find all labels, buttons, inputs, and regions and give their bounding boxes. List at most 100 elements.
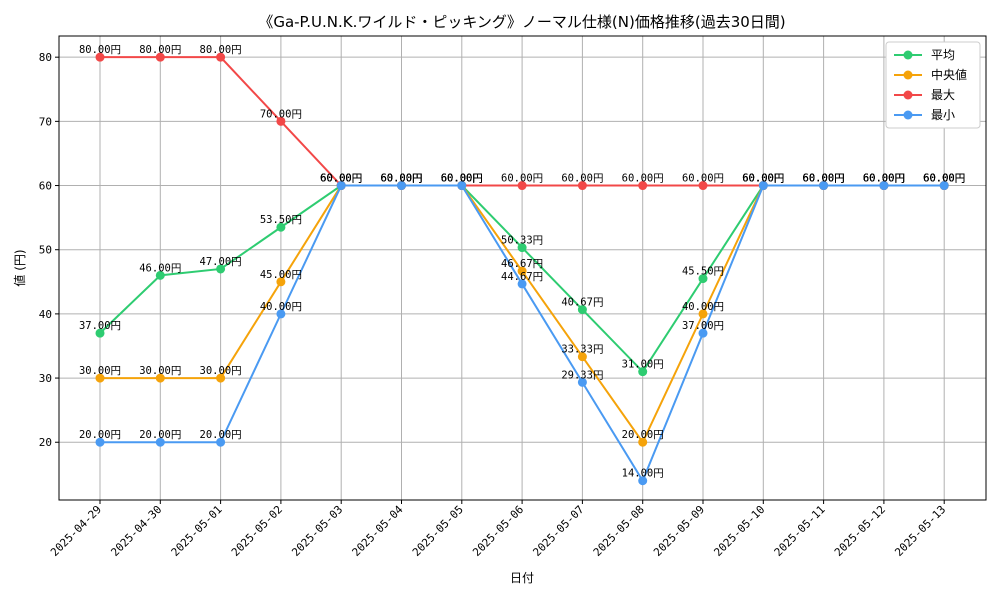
data-label: 20.00円 <box>200 429 242 441</box>
data-label: 60.00円 <box>923 173 965 185</box>
data-label: 60.00円 <box>863 173 905 185</box>
y-tick-label: 20 <box>39 436 52 449</box>
data-point <box>155 52 165 62</box>
data-label: 37.00円 <box>79 320 121 332</box>
data-point <box>457 181 467 191</box>
data-label: 60.00円 <box>380 173 422 185</box>
data-label: 60.00円 <box>803 173 845 185</box>
data-label: 60.00円 <box>923 173 965 185</box>
data-label: 60.00円 <box>320 173 362 185</box>
data-label: 60.00円 <box>561 173 603 185</box>
data-label: 60.00円 <box>441 173 483 185</box>
data-label: 60.00円 <box>380 173 422 185</box>
data-label: 60.00円 <box>380 173 422 185</box>
y-tick-label: 80 <box>39 51 52 64</box>
data-point <box>276 116 286 126</box>
data-label: 70.00円 <box>260 108 302 120</box>
legend-marker <box>903 70 913 80</box>
data-point <box>758 181 768 191</box>
data-label: 40.67円 <box>561 297 603 309</box>
data-label: 80.00円 <box>139 44 181 56</box>
data-point <box>517 181 527 191</box>
data-label: 60.00円 <box>441 173 483 185</box>
data-label: 60.00円 <box>803 173 845 185</box>
data-label: 40.00円 <box>682 301 724 313</box>
data-label: 60.00円 <box>863 173 905 185</box>
data-point <box>939 181 949 191</box>
y-tick-label: 40 <box>39 308 52 321</box>
data-label: 46.67円 <box>501 258 543 270</box>
data-point <box>638 476 648 486</box>
data-point <box>698 274 708 284</box>
data-label: 30.00円 <box>139 365 181 377</box>
data-label: 30.00円 <box>79 365 121 377</box>
series-layer <box>95 52 949 486</box>
data-label: 60.00円 <box>320 173 362 185</box>
y-tick-label: 50 <box>39 244 52 257</box>
data-point <box>577 305 587 315</box>
data-point <box>517 279 527 289</box>
data-point <box>276 222 286 232</box>
data-point <box>216 373 226 383</box>
data-label: 60.00円 <box>501 173 543 185</box>
data-point <box>577 352 587 362</box>
data-point <box>95 373 105 383</box>
legend-marker <box>903 110 913 120</box>
legend-label: 平均 <box>931 48 955 62</box>
data-point <box>155 373 165 383</box>
x-axis-label: 日付 <box>510 571 534 585</box>
data-point <box>276 277 286 287</box>
data-label: 60.00円 <box>923 173 965 185</box>
data-label: 60.00円 <box>742 173 784 185</box>
data-point <box>819 181 829 191</box>
data-label: 50.33円 <box>501 235 543 247</box>
data-point <box>336 181 346 191</box>
data-point <box>698 309 708 319</box>
data-label: 53.50円 <box>260 214 302 226</box>
data-label: 20.00円 <box>79 429 121 441</box>
data-label: 60.00円 <box>803 173 845 185</box>
data-point <box>517 243 527 253</box>
data-point <box>517 266 527 276</box>
data-label: 37.00円 <box>682 320 724 332</box>
data-label: 60.00円 <box>803 173 845 185</box>
data-point <box>577 181 587 191</box>
legend-box <box>885 41 981 129</box>
data-label: 60.00円 <box>742 173 784 185</box>
data-label: 14.00円 <box>622 468 664 480</box>
data-point <box>397 181 406 191</box>
data-label: 29.33円 <box>561 369 603 381</box>
data-point <box>95 437 105 447</box>
data-label: 60.00円 <box>923 173 965 185</box>
legend-label: 最大 <box>931 88 955 102</box>
data-point <box>698 328 708 338</box>
data-label: 60.00円 <box>863 173 905 185</box>
data-label: 20.00円 <box>139 429 181 441</box>
legend-marker <box>903 50 913 60</box>
data-label: 45.00円 <box>260 269 302 281</box>
data-point <box>155 270 165 280</box>
chart-title: 《Ga-P.U.N.K.ワイルド・ピッキング》ノーマル仕様(N)価格推移(過去3… <box>258 13 785 31</box>
data-label: 80.00円 <box>79 44 121 56</box>
data-label: 60.00円 <box>320 173 362 185</box>
data-label: 60.00円 <box>320 173 362 185</box>
y-axis-label: 値 (円) <box>12 249 27 286</box>
data-label: 45.50円 <box>682 266 724 278</box>
y-tick-label: 70 <box>39 115 52 128</box>
data-label: 31.00円 <box>622 359 664 371</box>
data-point <box>698 181 708 191</box>
y-tick-label: 60 <box>39 180 52 193</box>
data-point <box>95 328 105 338</box>
data-label: 46.00円 <box>139 262 181 274</box>
legend-label: 最小 <box>931 108 955 122</box>
data-label: 33.33円 <box>561 344 603 356</box>
data-label: 44.67円 <box>501 271 543 283</box>
data-label: 60.00円 <box>742 173 784 185</box>
data-label: 80.00円 <box>200 44 242 56</box>
data-point <box>638 367 648 377</box>
data-label: 60.00円 <box>441 173 483 185</box>
data-label: 40.00円 <box>260 301 302 313</box>
